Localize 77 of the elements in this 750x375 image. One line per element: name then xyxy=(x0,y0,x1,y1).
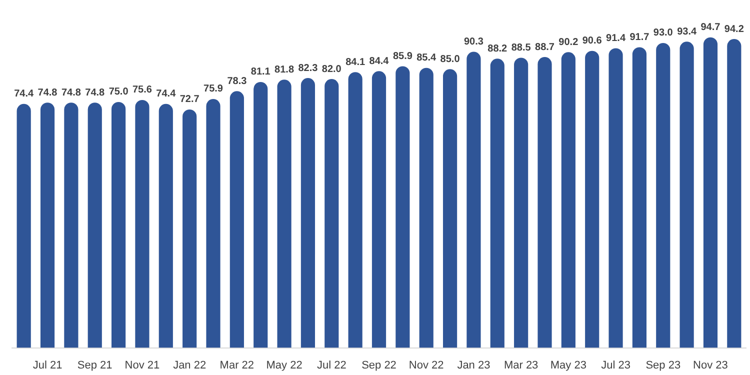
data-label: 84.4 xyxy=(369,56,390,67)
data-label: 88.2 xyxy=(488,43,508,54)
data-label: 82.3 xyxy=(298,62,318,74)
bar xyxy=(135,100,150,348)
bar xyxy=(372,71,386,348)
x-tick-label: Jan 22 xyxy=(173,359,206,372)
data-label: 84.1 xyxy=(346,56,366,68)
bar xyxy=(727,39,742,348)
bar xyxy=(182,109,197,348)
bar xyxy=(561,52,576,348)
bar xyxy=(538,57,552,348)
bar xyxy=(514,58,528,348)
data-label: 75.9 xyxy=(204,84,224,95)
data-label: 90.6 xyxy=(582,36,602,47)
bar xyxy=(88,102,102,348)
data-label: 82.0 xyxy=(322,64,342,75)
data-label: 74.8 xyxy=(38,87,58,98)
bar xyxy=(703,37,718,348)
bar xyxy=(348,72,362,348)
bar xyxy=(680,42,694,348)
x-tick-label: May 22 xyxy=(266,359,302,372)
data-label: 81.8 xyxy=(274,64,294,76)
x-tick-label: Jan 23 xyxy=(457,359,490,372)
bar xyxy=(632,47,646,348)
data-label: 93.0 xyxy=(653,28,674,39)
data-label: 74.4 xyxy=(156,88,176,100)
bar xyxy=(64,102,78,348)
bar xyxy=(40,102,55,348)
bar xyxy=(656,42,670,348)
bar xyxy=(277,80,292,348)
bar xyxy=(396,66,410,348)
data-label: 90.2 xyxy=(558,36,579,48)
data-label: 91.7 xyxy=(630,32,650,43)
x-tick-label: May 23 xyxy=(550,359,586,372)
bar xyxy=(466,52,481,348)
bar xyxy=(254,82,268,348)
data-label: 74.4 xyxy=(14,88,34,100)
data-label: 94.7 xyxy=(700,22,721,34)
bar xyxy=(230,91,244,348)
bar xyxy=(300,78,316,348)
data-label: 91.4 xyxy=(606,32,626,44)
data-label: 93.4 xyxy=(677,26,697,38)
bar xyxy=(442,69,458,348)
x-tick-label: Mar 23 xyxy=(504,359,538,372)
data-label: 81.1 xyxy=(250,66,271,78)
bar xyxy=(608,48,623,348)
x-tick-label: Jul 22 xyxy=(316,359,346,372)
bar xyxy=(16,104,31,348)
x-tick-label: Sep 22 xyxy=(362,359,396,372)
bar xyxy=(158,104,173,348)
data-label: 85.4 xyxy=(416,52,437,64)
bar xyxy=(206,99,220,348)
data-label: 88.5 xyxy=(511,42,532,54)
bar xyxy=(419,68,434,348)
data-label: 94.2 xyxy=(724,24,744,35)
bar xyxy=(324,79,339,348)
data-label: 75.0 xyxy=(108,86,129,98)
data-label: 78.3 xyxy=(227,76,248,87)
data-label: 90.3 xyxy=(464,36,484,48)
x-tick-label: Sep 23 xyxy=(646,359,681,372)
data-label: 85.0 xyxy=(440,54,460,65)
x-tick-label: Nov 23 xyxy=(693,359,728,372)
data-label: 74.8 xyxy=(61,87,82,98)
bar xyxy=(490,58,504,348)
x-tick-label: Nov 22 xyxy=(408,359,444,372)
data-label: 74.8 xyxy=(85,87,106,98)
bar xyxy=(112,102,126,348)
data-label: 88.7 xyxy=(535,42,555,53)
data-label: 72.7 xyxy=(180,94,200,106)
data-label: 85.9 xyxy=(392,50,413,62)
x-tick-label: Jul 23 xyxy=(601,359,630,372)
x-tick-label: Mar 22 xyxy=(220,359,254,372)
data-label: 75.6 xyxy=(132,84,152,96)
x-tick-label: Jul 21 xyxy=(32,359,62,372)
x-tick-label: Sep 21 xyxy=(77,359,112,372)
x-tick-label: Nov 21 xyxy=(124,359,160,372)
bar xyxy=(585,50,600,348)
